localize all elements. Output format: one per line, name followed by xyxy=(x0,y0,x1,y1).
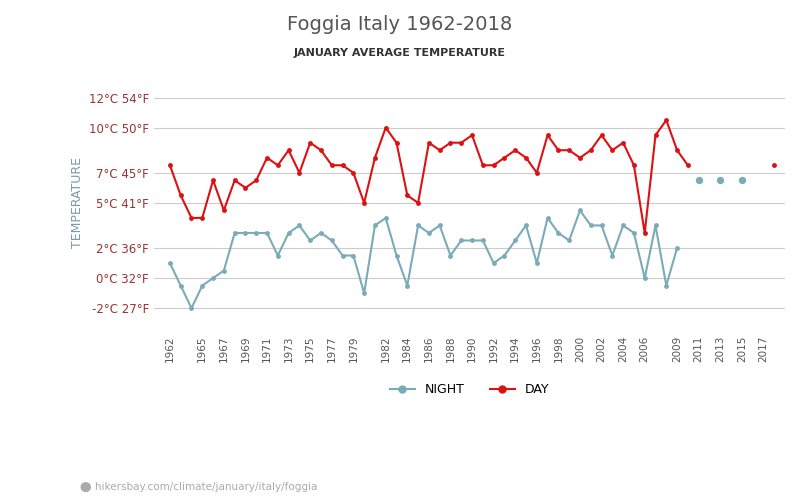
Text: JANUARY AVERAGE TEMPERATURE: JANUARY AVERAGE TEMPERATURE xyxy=(294,48,506,58)
Text: ⬤ hikersbay.com/climate/january/italy/foggia: ⬤ hikersbay.com/climate/january/italy/fo… xyxy=(80,482,318,492)
Point xyxy=(714,176,726,184)
Point xyxy=(692,176,705,184)
Y-axis label: TEMPERATURE: TEMPERATURE xyxy=(71,158,84,248)
Legend: NIGHT, DAY: NIGHT, DAY xyxy=(385,378,554,401)
Text: Foggia Italy 1962-2018: Foggia Italy 1962-2018 xyxy=(287,15,513,34)
Point xyxy=(735,176,748,184)
